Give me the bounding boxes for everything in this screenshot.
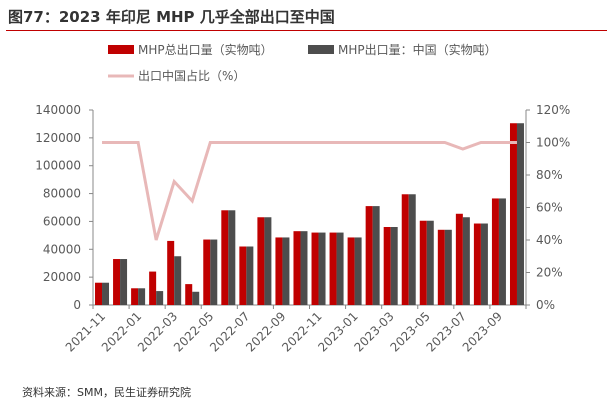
- bar-total: [95, 282, 103, 305]
- source-note: 资料来源：SMM，民生证券研究院: [22, 386, 191, 399]
- left-tick-label: 80000: [43, 187, 81, 201]
- bar-total: [239, 246, 247, 305]
- bar-china: [174, 256, 182, 305]
- bar-china: [102, 282, 110, 305]
- bar-total: [437, 229, 445, 305]
- bar-china: [390, 227, 398, 305]
- left-tick-label: 100000: [35, 159, 81, 173]
- bar-total: [203, 239, 211, 305]
- bar-china: [426, 220, 434, 305]
- chart-title: 图77：2023 年印尼 MHP 几乎全部出口至中国: [8, 8, 335, 26]
- bar-total: [221, 210, 229, 305]
- bar-total: [473, 223, 481, 305]
- bar-total: [455, 213, 463, 305]
- bar-china: [192, 291, 200, 305]
- right-tick-label: 80%: [536, 168, 563, 182]
- bar-total: [257, 217, 265, 305]
- right-tick-label: 20%: [536, 266, 563, 280]
- bar-china: [300, 231, 308, 305]
- bar-china: [516, 123, 524, 305]
- bar-china: [318, 232, 326, 305]
- title-divider: [6, 30, 607, 31]
- bar-total: [347, 237, 355, 305]
- bar-total: [365, 206, 373, 305]
- bar-total: [185, 284, 193, 305]
- bar-china: [408, 194, 416, 305]
- x-tick-label: 2023-09: [460, 309, 505, 354]
- bar-china: [354, 237, 362, 305]
- right-tick-label: 40%: [536, 233, 563, 247]
- bar-china: [264, 217, 272, 305]
- bar-total: [419, 220, 427, 305]
- bar-total: [167, 240, 175, 305]
- bar-china: [462, 217, 470, 305]
- chart-svg: 0 20000 40000 60000 80000 100000 120000 140000 0…: [35, 42, 570, 355]
- bar-china: [138, 288, 146, 305]
- left-tick-label: 140000: [35, 103, 81, 117]
- bar-total: [149, 271, 157, 305]
- left-tick-label: 20000: [43, 270, 81, 284]
- legend-swatch: [108, 45, 134, 54]
- bar-china: [480, 223, 488, 305]
- bar-total: [131, 288, 139, 305]
- legend-label: 出口中国占比（%）: [138, 68, 245, 83]
- bar-total: [383, 227, 391, 305]
- bar-china: [246, 246, 254, 305]
- right-tick-label: 120%: [536, 103, 570, 117]
- bar-china: [372, 206, 380, 305]
- bar-china: [228, 210, 236, 305]
- bar-total: [491, 198, 499, 305]
- bar-total: [509, 123, 517, 305]
- share-line: [102, 141, 517, 241]
- bar-china: [120, 259, 128, 305]
- right-tick-label: 0%: [536, 298, 555, 312]
- bar-total: [329, 232, 337, 305]
- bar-china: [282, 237, 290, 305]
- bar-china: [336, 232, 344, 305]
- bar-china: [498, 198, 506, 305]
- left-tick-label: 40000: [43, 242, 81, 256]
- legend-swatch: [308, 45, 334, 54]
- bar-china: [444, 229, 452, 305]
- bar-total: [311, 232, 319, 305]
- right-tick-label: 100%: [536, 136, 570, 150]
- left-tick-label: 60000: [43, 214, 81, 228]
- left-tick-label: 0: [73, 298, 81, 312]
- bar-china: [156, 291, 164, 305]
- legend-label: MHP总出口量（实物吨）: [138, 42, 273, 57]
- bar-total: [275, 237, 283, 305]
- left-tick-label: 120000: [35, 131, 81, 145]
- bar-total: [113, 259, 121, 305]
- bar-total: [293, 231, 301, 305]
- bar-china: [210, 239, 218, 305]
- legend-label: MHP出口量：中国（实物吨）: [338, 42, 497, 57]
- right-tick-label: 60%: [536, 201, 563, 215]
- bar-total: [401, 194, 409, 305]
